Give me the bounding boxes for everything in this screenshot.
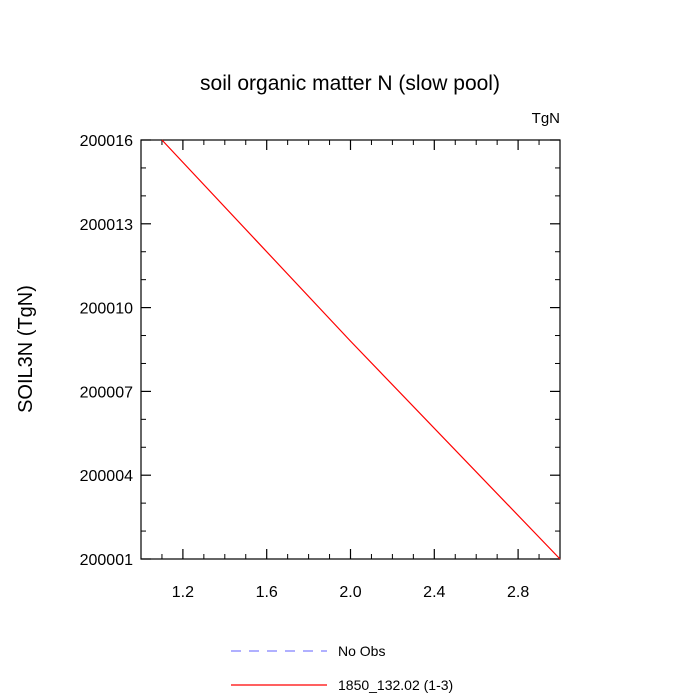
legend: No Obs 1850_132.02 (1-3) [231, 643, 453, 693]
y-tick-label: 200016 [80, 133, 133, 150]
y-tick-label: 200004 [80, 468, 133, 485]
y-tick-label: 200007 [80, 384, 133, 401]
units-label: TgN [532, 110, 560, 127]
legend-label: 1850_132.02 (1-3) [338, 677, 453, 693]
x-tick-label: 2.4 [423, 584, 445, 601]
y-tick-label: 200001 [80, 552, 133, 569]
x-axis: 1.2 1.6 2.0 2.4 2.8 [162, 140, 539, 601]
chart-title: soil organic matter N (slow pool) [200, 72, 500, 95]
plot-area [162, 140, 560, 559]
y-axis-title: SOIL3N (TgN) [15, 285, 37, 413]
y-tick-label: 200010 [80, 301, 133, 318]
x-tick-label: 1.6 [256, 584, 278, 601]
series-line [162, 140, 560, 559]
x-tick-label: 2.8 [507, 584, 529, 601]
x-tick-label: 2.0 [339, 584, 361, 601]
y-tick-label: 200013 [80, 217, 133, 234]
plot-frame [141, 140, 560, 559]
y-axis: 200001 200004 200007 200010 200013 200016 [80, 133, 560, 569]
legend-label: No Obs [338, 643, 385, 659]
x-tick-label: 1.2 [172, 584, 194, 601]
